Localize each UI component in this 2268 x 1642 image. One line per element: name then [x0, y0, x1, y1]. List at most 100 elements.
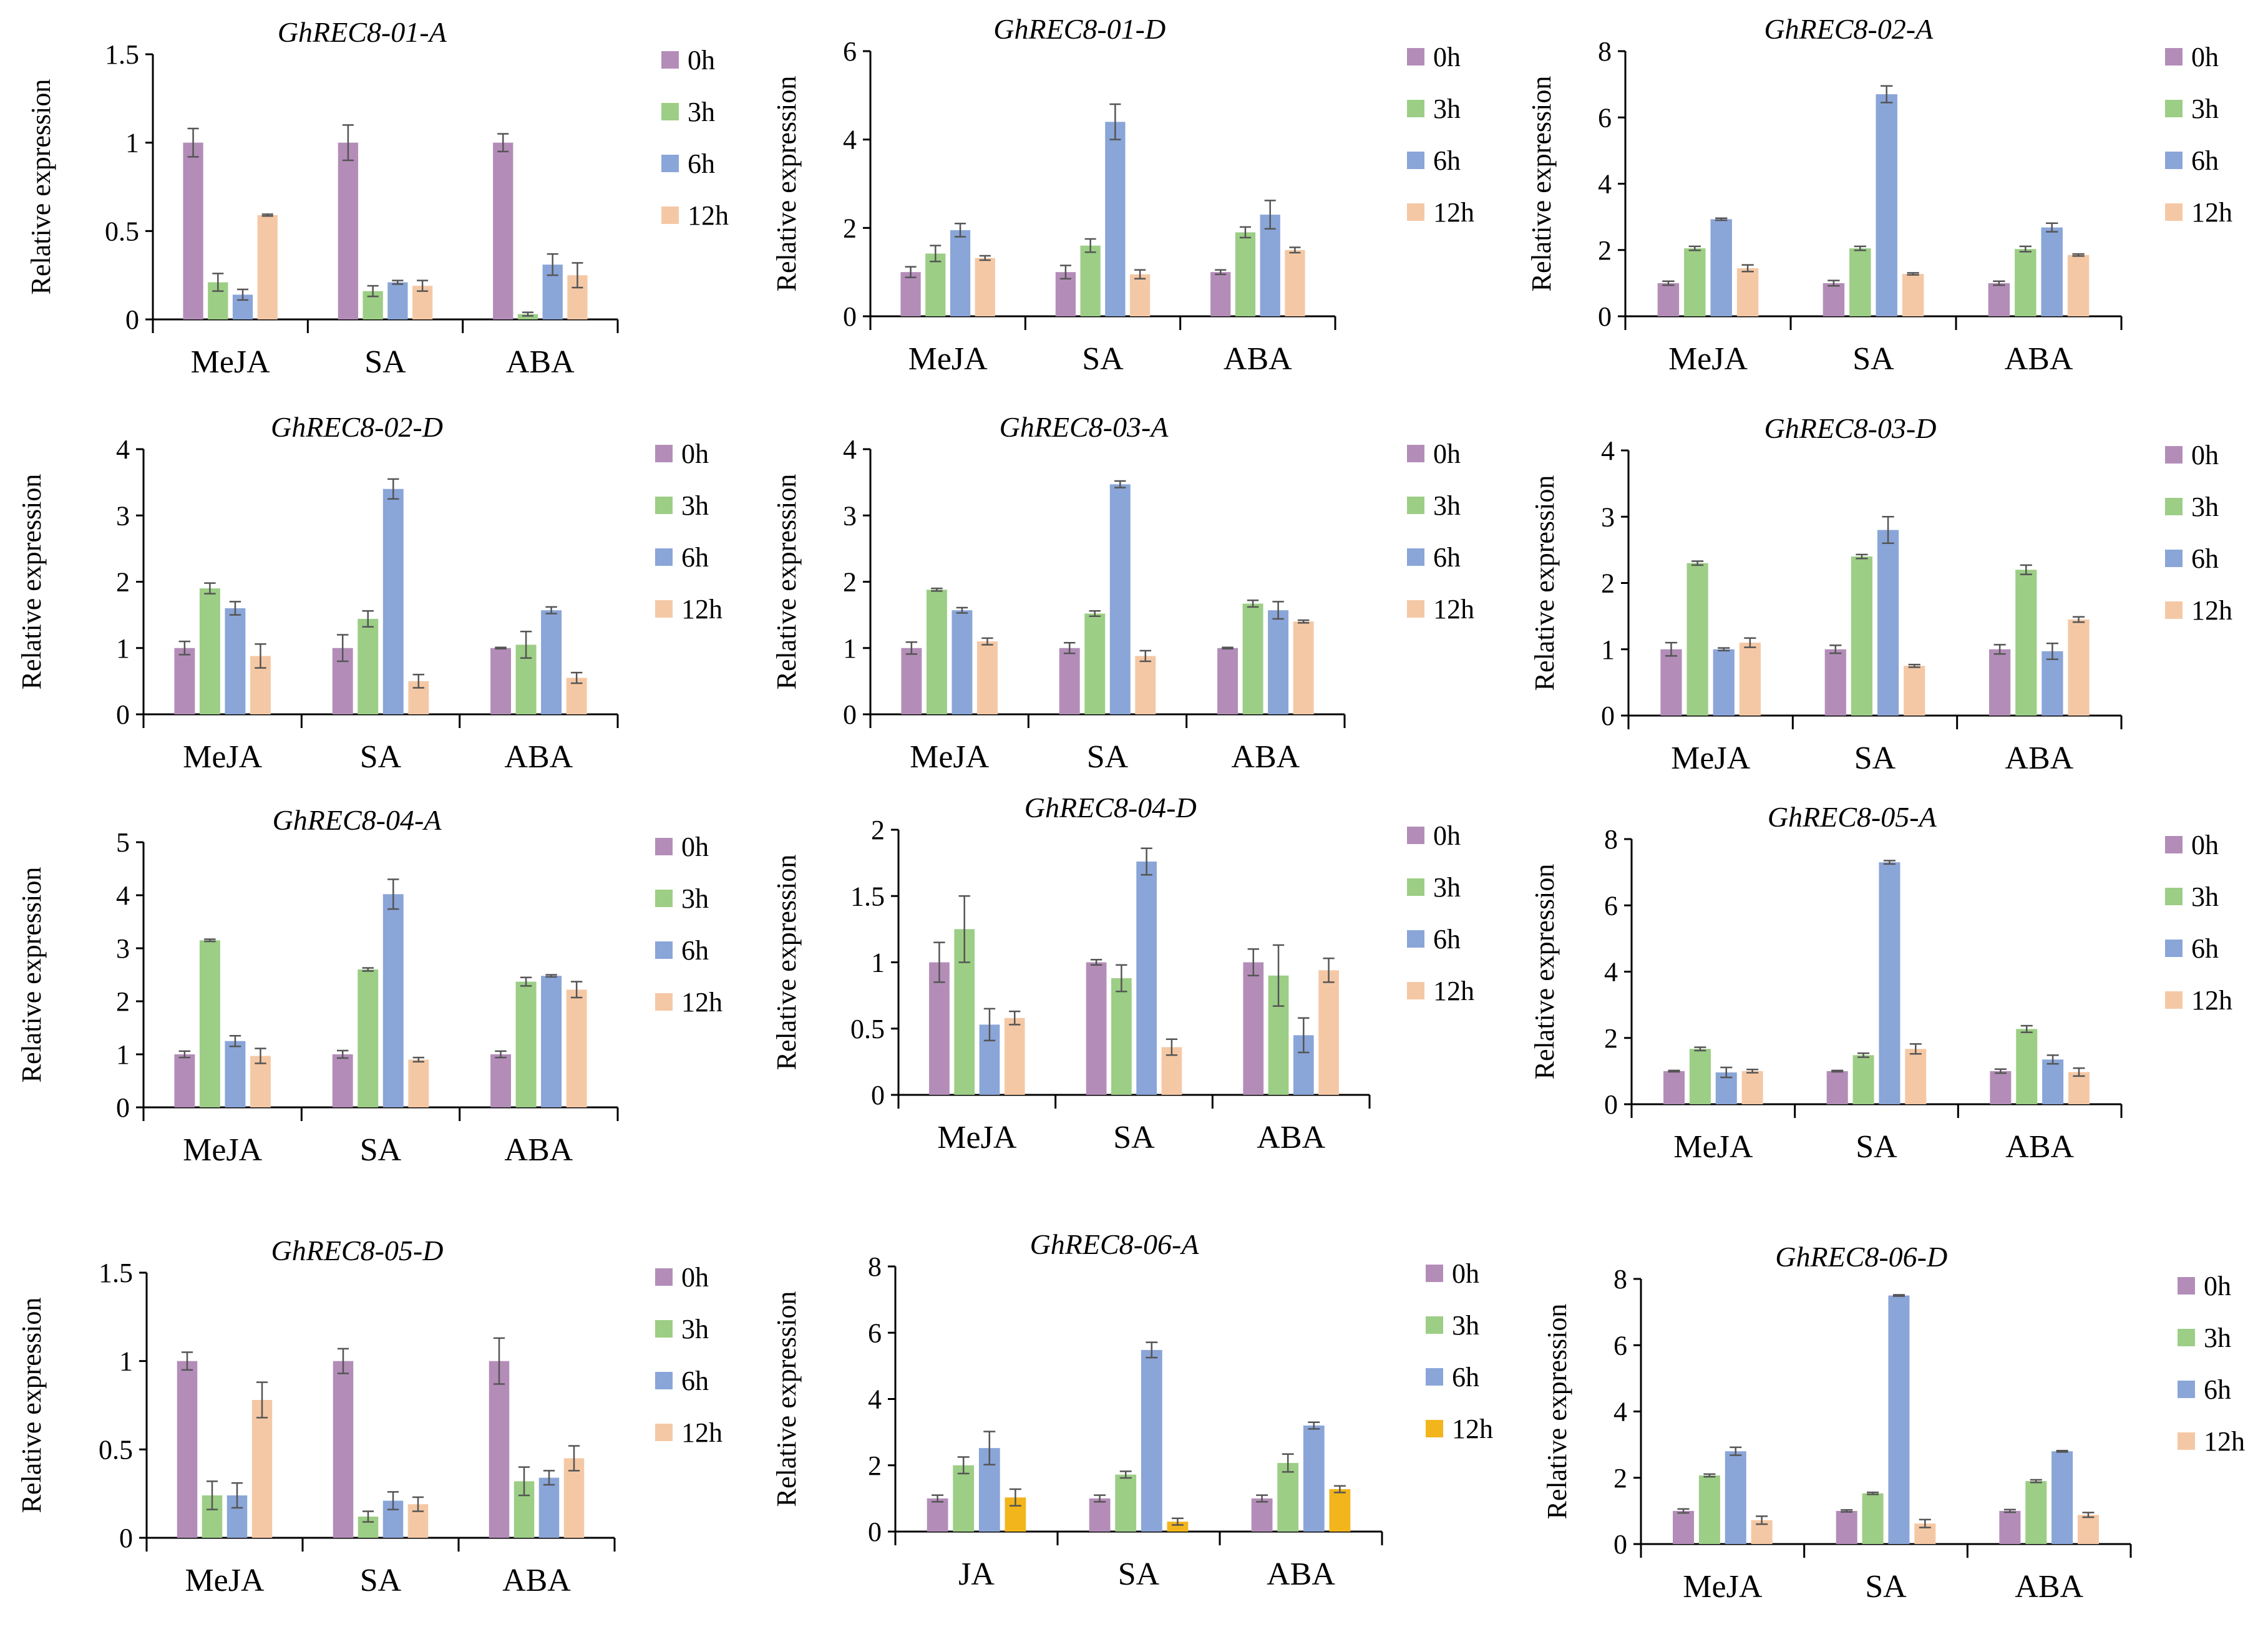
legend-swatch-12h — [655, 600, 673, 618]
legend-label: 0h — [2191, 42, 2219, 72]
legend-label: 6h — [681, 935, 709, 966]
x-category-label: ABA — [502, 1563, 571, 1598]
bar-12h — [1905, 1049, 1927, 1104]
bar-0h — [1826, 1071, 1848, 1104]
legend-label: 6h — [1452, 1362, 1479, 1392]
bar-12h — [1902, 274, 1924, 316]
bar-6h — [541, 610, 562, 714]
bar-6h — [1879, 862, 1901, 1104]
bar-0h — [174, 1054, 195, 1107]
legend-swatch-3h — [655, 890, 673, 907]
bar-0h — [1217, 648, 1238, 714]
legend-label: 3h — [1433, 872, 1461, 903]
legend-label: 6h — [688, 148, 715, 179]
chart-panel: GhREC8-01-D Relative expression 0 2 4 6 MeJA SA… — [771, 13, 1474, 377]
y-tick-label: 4 — [116, 880, 130, 911]
bar-12h — [2067, 255, 2090, 316]
y-axis-label: Relative expression — [26, 79, 56, 295]
legend-swatch-12h — [1426, 1420, 1443, 1437]
x-category-label: JA — [958, 1557, 995, 1592]
legend-swatch-6h — [661, 155, 679, 172]
y-tick-label: 1.5 — [850, 881, 885, 911]
y-tick-label: 0 — [843, 301, 857, 332]
x-category-label: MeJA — [183, 1132, 263, 1168]
x-category-label: ABA — [504, 1132, 573, 1168]
legend-swatch-0h — [1407, 48, 1424, 66]
legend-label: 3h — [681, 883, 709, 914]
y-tick-label: 0 — [1613, 1529, 1627, 1560]
bar-6h — [382, 488, 404, 714]
bar-0h — [1663, 1071, 1685, 1104]
y-tick-label: 3 — [1601, 502, 1615, 532]
y-tick-label: 3 — [843, 500, 857, 531]
x-category-label: MeJA — [910, 739, 990, 775]
bar-3h — [1852, 1055, 1874, 1104]
x-category-label: ABA — [504, 739, 573, 775]
bar-6h — [1888, 1295, 1910, 1544]
bar-6h — [225, 608, 246, 714]
bar-6h — [2042, 651, 2063, 716]
legend-swatch-0h — [2165, 836, 2183, 853]
legend-label: 6h — [2191, 543, 2219, 574]
bar-3h — [1111, 978, 1132, 1095]
bar-3h — [1689, 1049, 1711, 1104]
legend-swatch-12h — [2178, 1432, 2195, 1450]
bar-0h — [929, 962, 950, 1095]
legend-swatch-6h — [1407, 152, 1424, 169]
y-tick-label: 0.5 — [105, 216, 139, 246]
x-category-label: SA — [364, 344, 406, 380]
legend-swatch-3h — [655, 497, 673, 514]
x-category-label: MeJA — [937, 1120, 1017, 1155]
bar-12h — [1167, 1522, 1189, 1532]
legend-swatch-0h — [1426, 1265, 1443, 1282]
legend-label: 12h — [2191, 197, 2232, 228]
y-tick-label: 2 — [871, 815, 885, 845]
x-category-label: SA — [1113, 1120, 1155, 1155]
y-axis-label: Relative expression — [1526, 76, 1557, 292]
bar-12h — [1741, 1071, 1763, 1104]
bar-3h — [515, 981, 537, 1107]
y-axis-label: Relative expression — [1542, 1304, 1572, 1520]
chart-panel: GhREC8-03-D Relative expression 0 1 2 3 4 MeJA S… — [1529, 412, 2232, 776]
y-tick-label: 6 — [868, 1318, 882, 1348]
bar-0h — [333, 1361, 354, 1538]
legend-label: 12h — [2191, 595, 2232, 626]
y-tick-label: 4 — [1613, 1397, 1627, 1427]
legend-label: 6h — [1433, 542, 1461, 573]
legend-swatch-6h — [2165, 550, 2183, 567]
bar-12h — [1904, 666, 1925, 716]
bar-6h — [1109, 484, 1131, 714]
x-category-label: ABA — [2015, 1569, 2083, 1605]
legend-label: 12h — [1452, 1414, 1493, 1444]
legend-swatch-3h — [661, 103, 679, 120]
legend-label: 0h — [688, 45, 715, 75]
y-axis-label: Relative expression — [771, 474, 802, 690]
bar-6h — [382, 894, 404, 1107]
legend-swatch-12h — [2165, 601, 2183, 619]
bar-3h — [199, 940, 220, 1107]
y-tick-label: 0 — [868, 1517, 882, 1547]
bar-0h — [1999, 1510, 2021, 1544]
bar-0h — [1673, 1510, 1695, 1544]
bar-12h — [2068, 619, 2090, 716]
bar-12h — [1739, 643, 1761, 716]
x-category-label: SA — [360, 1132, 402, 1168]
legend-swatch-12h — [2165, 203, 2183, 221]
legend-label: 12h — [1433, 976, 1474, 1006]
legend-label: 3h — [1433, 490, 1461, 521]
legend-label: 3h — [2204, 1323, 2231, 1353]
x-category-label: MeJA — [908, 341, 988, 377]
x-category-label: SA — [360, 739, 402, 775]
bar-6h — [1877, 530, 1899, 716]
y-tick-label: 4 — [116, 434, 130, 465]
legend-swatch-0h — [661, 51, 679, 69]
bar-3h — [199, 588, 220, 714]
bar-3h — [1849, 248, 1871, 316]
legend-swatch-12h — [655, 993, 673, 1011]
y-axis-label: Relative expression — [16, 1298, 47, 1513]
bar-0h — [1990, 1071, 2012, 1104]
y-tick-label: 0 — [116, 699, 130, 730]
bar-0h — [332, 1054, 353, 1107]
legend-swatch-0h — [1407, 445, 1424, 462]
bar-0h — [1243, 962, 1264, 1095]
